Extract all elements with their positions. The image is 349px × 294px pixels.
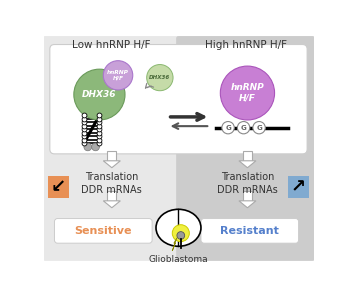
Circle shape bbox=[147, 65, 173, 91]
Circle shape bbox=[177, 232, 185, 239]
Bar bbox=[107, 191, 117, 201]
Text: ↙: ↙ bbox=[51, 178, 66, 196]
Circle shape bbox=[103, 61, 133, 90]
Text: Translation
DDR mRNAs: Translation DDR mRNAs bbox=[217, 172, 278, 195]
Text: hnRNP
H/F: hnRNP H/F bbox=[231, 83, 264, 103]
FancyBboxPatch shape bbox=[43, 36, 179, 261]
FancyBboxPatch shape bbox=[288, 176, 310, 198]
FancyBboxPatch shape bbox=[54, 218, 152, 243]
Circle shape bbox=[84, 143, 92, 151]
Text: Glioblastoma: Glioblastoma bbox=[149, 255, 208, 265]
FancyBboxPatch shape bbox=[201, 218, 299, 243]
Circle shape bbox=[74, 69, 125, 120]
Text: G: G bbox=[241, 125, 246, 131]
Circle shape bbox=[253, 121, 265, 134]
Polygon shape bbox=[103, 201, 120, 208]
Circle shape bbox=[220, 66, 275, 120]
Circle shape bbox=[92, 143, 99, 151]
Text: High hnRNP H/F: High hnRNP H/F bbox=[205, 40, 287, 50]
Text: DHX36: DHX36 bbox=[149, 75, 171, 80]
Polygon shape bbox=[239, 201, 256, 208]
Bar bbox=[107, 151, 117, 161]
Circle shape bbox=[222, 121, 234, 134]
Bar bbox=[243, 151, 252, 161]
Text: ↗: ↗ bbox=[291, 178, 306, 196]
Text: G: G bbox=[256, 125, 262, 131]
Text: G: G bbox=[225, 125, 231, 131]
Polygon shape bbox=[103, 161, 120, 168]
Circle shape bbox=[172, 225, 189, 242]
Text: Resistant: Resistant bbox=[220, 226, 279, 236]
Polygon shape bbox=[172, 238, 177, 251]
FancyBboxPatch shape bbox=[47, 176, 69, 198]
Text: Translation
DDR mRNAs: Translation DDR mRNAs bbox=[81, 172, 142, 195]
FancyBboxPatch shape bbox=[176, 36, 315, 261]
Text: Sensitive: Sensitive bbox=[75, 226, 132, 236]
Text: Low hnRNP H/F: Low hnRNP H/F bbox=[72, 40, 150, 50]
Ellipse shape bbox=[156, 209, 201, 246]
Text: DHX36: DHX36 bbox=[82, 90, 117, 99]
Text: hnRNP
H/F: hnRNP H/F bbox=[107, 70, 129, 81]
Polygon shape bbox=[239, 161, 256, 168]
FancyBboxPatch shape bbox=[50, 44, 307, 154]
Circle shape bbox=[237, 121, 250, 134]
Bar bbox=[243, 191, 252, 201]
